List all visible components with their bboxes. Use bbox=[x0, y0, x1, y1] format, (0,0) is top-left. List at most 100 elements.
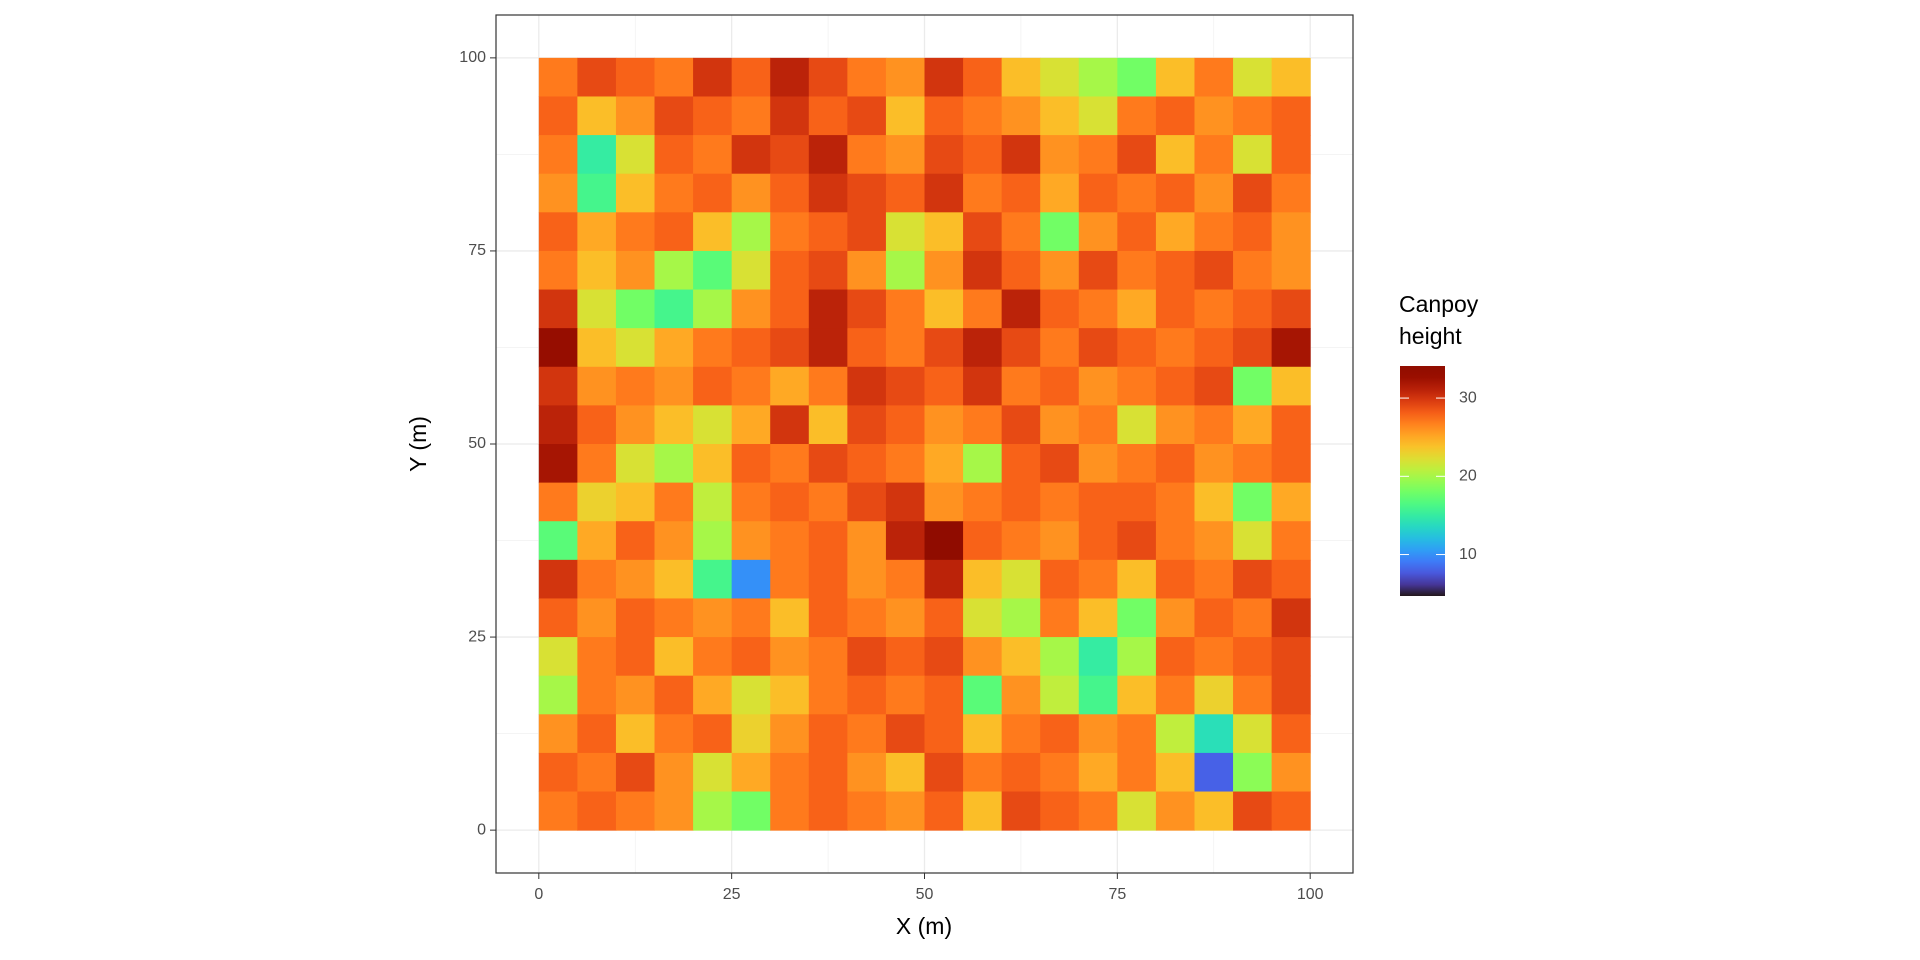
cell bbox=[1233, 444, 1273, 484]
cell bbox=[693, 521, 733, 561]
cell bbox=[1117, 366, 1157, 406]
cell bbox=[615, 405, 656, 445]
cell bbox=[1194, 675, 1234, 715]
cell bbox=[770, 96, 810, 136]
cell bbox=[963, 559, 1003, 599]
cell bbox=[963, 135, 1003, 175]
cell bbox=[847, 250, 887, 291]
cell bbox=[963, 637, 1003, 677]
cell bbox=[1194, 366, 1234, 406]
cell bbox=[577, 559, 617, 599]
cell bbox=[1194, 328, 1234, 368]
cell bbox=[538, 444, 578, 484]
cell bbox=[654, 366, 694, 406]
y-tick-label: 0 bbox=[477, 821, 486, 838]
cell bbox=[1117, 250, 1157, 291]
cell bbox=[1194, 482, 1234, 522]
cell bbox=[808, 366, 848, 406]
cell bbox=[731, 289, 771, 329]
cell bbox=[1155, 57, 1195, 97]
cell bbox=[615, 521, 656, 561]
cell bbox=[693, 289, 733, 329]
cell bbox=[1117, 559, 1157, 599]
cell bbox=[1078, 57, 1118, 97]
cell bbox=[654, 598, 694, 638]
cell bbox=[1040, 675, 1080, 715]
cell bbox=[615, 250, 656, 291]
cell bbox=[1078, 714, 1118, 754]
cell bbox=[770, 675, 810, 715]
cell bbox=[615, 714, 656, 754]
cell bbox=[808, 328, 848, 368]
cell bbox=[693, 405, 733, 445]
cell bbox=[1194, 444, 1234, 484]
cell bbox=[654, 444, 694, 484]
cell bbox=[731, 482, 771, 522]
cell bbox=[847, 637, 887, 677]
cell bbox=[731, 96, 771, 136]
cell bbox=[885, 598, 925, 638]
cell bbox=[1001, 752, 1041, 793]
cell bbox=[770, 173, 810, 213]
cell bbox=[924, 96, 964, 136]
cell bbox=[1271, 791, 1311, 831]
cell bbox=[924, 637, 964, 677]
cell bbox=[1271, 212, 1311, 252]
cell bbox=[885, 521, 925, 561]
cell bbox=[885, 250, 925, 291]
cell bbox=[1001, 791, 1041, 831]
cell bbox=[538, 791, 578, 831]
cell bbox=[1155, 521, 1195, 561]
cell bbox=[770, 212, 810, 252]
cell bbox=[924, 559, 964, 599]
cell bbox=[693, 250, 733, 291]
cell bbox=[1078, 212, 1118, 252]
cell bbox=[963, 57, 1003, 97]
cell bbox=[693, 444, 733, 484]
cell bbox=[1040, 752, 1080, 793]
cell bbox=[924, 521, 964, 561]
cell bbox=[1040, 212, 1080, 252]
cell bbox=[1233, 289, 1273, 329]
cell bbox=[808, 752, 848, 793]
cell bbox=[770, 328, 810, 368]
cell bbox=[1078, 675, 1118, 715]
cell bbox=[847, 405, 887, 445]
cell bbox=[1194, 405, 1234, 445]
cell bbox=[1040, 250, 1080, 291]
cell bbox=[1271, 135, 1311, 175]
cell bbox=[538, 559, 578, 599]
legend-tick-label: 20 bbox=[1459, 468, 1477, 485]
cell bbox=[963, 173, 1003, 213]
cell bbox=[577, 328, 617, 368]
cell bbox=[1271, 405, 1311, 445]
colorbar bbox=[1400, 366, 1445, 596]
cell bbox=[577, 598, 617, 638]
cell bbox=[1040, 405, 1080, 445]
cell bbox=[577, 57, 617, 97]
cell bbox=[1155, 559, 1195, 599]
cell bbox=[693, 752, 733, 793]
cell bbox=[538, 482, 578, 522]
cell bbox=[654, 752, 694, 793]
cell bbox=[847, 521, 887, 561]
cell bbox=[770, 135, 810, 175]
cell bbox=[963, 405, 1003, 445]
cell bbox=[1194, 212, 1234, 252]
cell bbox=[615, 96, 656, 136]
cell bbox=[731, 559, 771, 599]
cell bbox=[963, 675, 1003, 715]
cell bbox=[1233, 366, 1273, 406]
cell bbox=[1078, 173, 1118, 213]
cell bbox=[847, 598, 887, 638]
cell bbox=[963, 791, 1003, 831]
cell bbox=[924, 752, 964, 793]
cell bbox=[1155, 173, 1195, 213]
cell bbox=[1040, 173, 1080, 213]
cell bbox=[808, 405, 848, 445]
cell bbox=[1155, 637, 1195, 677]
cell bbox=[963, 598, 1003, 638]
cell bbox=[693, 57, 733, 97]
cell bbox=[1001, 637, 1041, 677]
cell bbox=[1194, 637, 1234, 677]
